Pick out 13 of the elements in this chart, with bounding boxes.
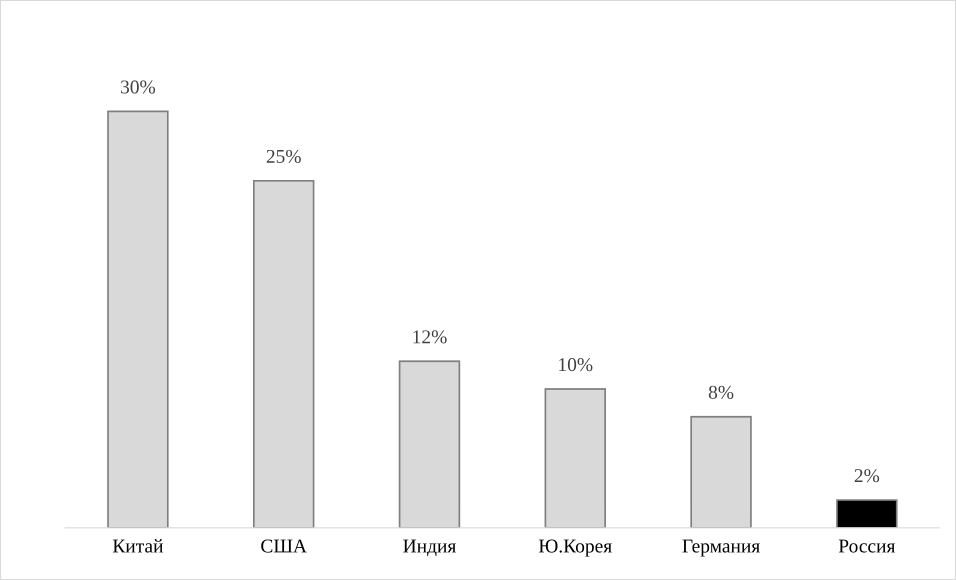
x-tick-label: Индия: [403, 540, 456, 556]
data-label: 10%: [559, 358, 592, 372]
x-tick-label: Китай: [112, 539, 164, 553]
data-label: 30%: [121, 80, 156, 94]
x-tick-label: Германия: [682, 540, 760, 557]
x-tick-label: Россия: [838, 540, 896, 553]
data-label: 12%: [413, 330, 447, 344]
x-tick-label: Ю.Корея: [538, 540, 612, 557]
data-label: 8%: [708, 386, 734, 399]
data-label: 2%: [854, 469, 880, 482]
bar: [836, 499, 898, 528]
data-label: 25%: [266, 150, 301, 164]
x-tick-label: США: [261, 540, 307, 553]
